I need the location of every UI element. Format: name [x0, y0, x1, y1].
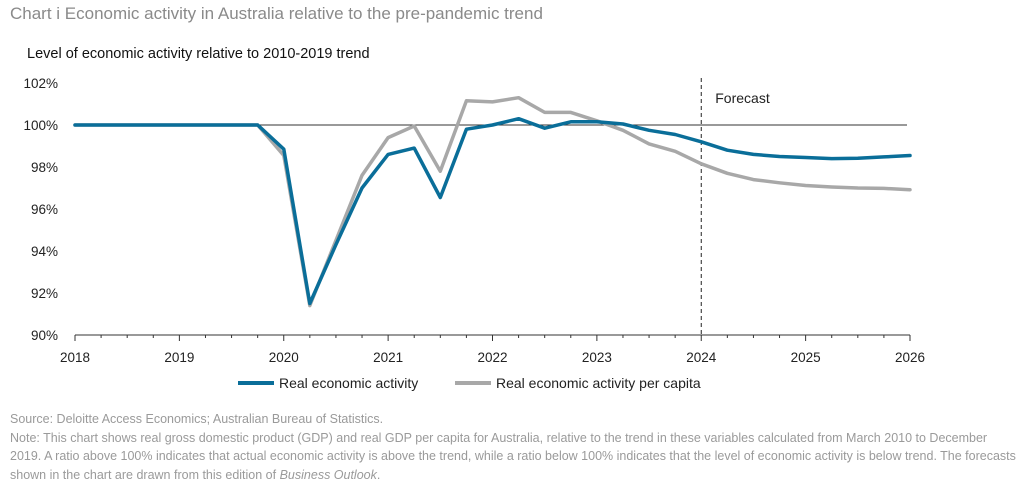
x-axis-ticks — [75, 335, 910, 341]
x-tick-label: 2026 — [895, 350, 925, 365]
y-tick-label: 102% — [23, 76, 58, 91]
note-text: Note: This chart shows real gross domest… — [10, 429, 1018, 485]
line-chart: 90% 92% 94% 96% 98% 100% 102% 2018 2019 2020 2021… — [0, 0, 1024, 405]
series-line-1 — [75, 119, 910, 304]
x-tick-label: 2021 — [373, 350, 403, 365]
note-italic: Business Outlook — [280, 468, 377, 482]
x-tick-label: 2024 — [686, 350, 717, 365]
legend: Real economic activity Real economic acti… — [238, 375, 701, 391]
y-tick-label: 96% — [31, 202, 58, 217]
series-lines — [75, 98, 910, 306]
forecast-label: Forecast — [715, 90, 770, 106]
y-tick-label: 94% — [31, 244, 58, 259]
y-tick-label: 92% — [31, 286, 58, 301]
x-tick-label: 2018 — [60, 350, 90, 365]
legend-label-2: Real economic activity per capita — [496, 375, 701, 391]
series-line-2 — [75, 98, 910, 306]
y-tick-label: 90% — [31, 328, 58, 343]
note-suffix: . — [377, 468, 380, 482]
legend-label-1: Real economic activity — [279, 375, 418, 391]
x-tick-label: 2025 — [791, 350, 821, 365]
x-tick-label: 2023 — [582, 350, 612, 365]
chart-notes: Source: Deloitte Access Economics; Austr… — [10, 410, 1018, 484]
y-tick-label: 98% — [31, 160, 58, 175]
source-text: Source: Deloitte Access Economics; Austr… — [10, 410, 1018, 429]
y-tick-label: 100% — [23, 118, 58, 133]
x-tick-label: 2019 — [164, 350, 194, 365]
x-tick-labels: 2018 2019 2020 2021 2022 2023 2024 2025 2026 — [60, 350, 925, 365]
x-tick-label: 2020 — [269, 350, 299, 365]
note-prefix: Note: This chart shows real gross domest… — [10, 431, 1016, 482]
y-tick-labels: 90% 92% 94% 96% 98% 100% 102% — [23, 76, 58, 343]
x-tick-label: 2022 — [477, 350, 507, 365]
